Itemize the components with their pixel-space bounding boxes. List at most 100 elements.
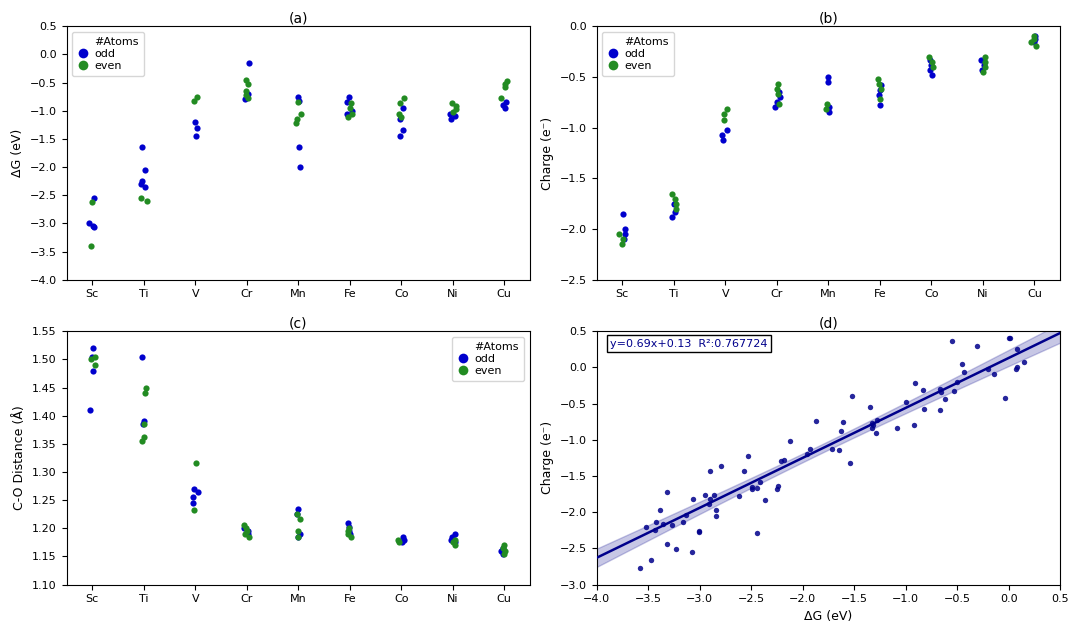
Point (341, 529, 359, 539)
Point (1023, 37, 1040, 48)
Point (342, 98, 360, 108)
Point (1000, 333, 1017, 343)
Point (781, 436, 798, 446)
Point (340, 522, 357, 533)
Point (718, 125, 735, 135)
Point (81, 218, 98, 228)
Point (292, 529, 309, 539)
Point (690, 526, 707, 536)
Point (955, 368, 972, 378)
Point (288, 114, 306, 124)
Point (936, 394, 954, 404)
Point (394, 532, 411, 542)
Point (495, 548, 512, 559)
Point (973, 65, 990, 75)
Point (654, 519, 672, 529)
Point (341, 103, 359, 113)
Point (186, 96, 203, 106)
Point (975, 60, 993, 70)
Point (798, 449, 815, 459)
Point (667, 204, 685, 214)
Point (84, 343, 102, 353)
Point (921, 65, 939, 75)
Point (872, 94, 889, 105)
Point (915, 385, 932, 395)
Point (873, 80, 890, 90)
Point (1027, 31, 1044, 41)
Point (863, 418, 880, 428)
Point (768, 84, 785, 94)
Y-axis label: ΔG (eV): ΔG (eV) (11, 129, 24, 177)
Point (843, 391, 861, 401)
Point (85, 193, 103, 203)
Point (289, 532, 307, 542)
Point (138, 196, 156, 206)
Point (833, 426, 850, 436)
Point (863, 423, 880, 433)
Point (496, 540, 513, 550)
Point (288, 508, 306, 519)
Point (663, 212, 680, 222)
Point (772, 456, 789, 466)
Point (136, 182, 153, 192)
Point (442, 108, 459, 119)
Point (495, 543, 512, 553)
Point (339, 97, 356, 107)
Point (495, 100, 512, 110)
Point (616, 229, 633, 239)
Point (238, 75, 255, 85)
Point (808, 417, 825, 427)
Point (1027, 41, 1044, 51)
Point (702, 494, 719, 504)
Point (184, 498, 201, 508)
Point (187, 131, 204, 141)
Point (715, 110, 732, 120)
Point (137, 388, 154, 398)
Point (739, 451, 756, 461)
Point (1009, 362, 1026, 372)
Point (82, 241, 99, 251)
Point (495, 543, 512, 553)
Title: (c): (c) (289, 316, 308, 330)
Point (664, 520, 681, 530)
Point (86, 351, 104, 361)
Point (916, 403, 933, 413)
Point (82, 405, 99, 415)
Point (395, 103, 413, 113)
Text: y=0.69x+0.13  R²:0.767724: y=0.69x+0.13 R²:0.767724 (610, 339, 768, 349)
Point (239, 79, 256, 89)
Point (391, 108, 408, 119)
Point (975, 67, 993, 77)
Point (666, 207, 684, 217)
Point (664, 188, 681, 198)
Point (1027, 34, 1044, 44)
Point (667, 198, 685, 209)
Point (985, 369, 1002, 379)
Point (442, 114, 459, 124)
Point (920, 51, 937, 61)
Point (968, 341, 985, 351)
Point (446, 537, 463, 547)
Title: (b): (b) (819, 11, 838, 25)
Point (743, 482, 760, 492)
Point (616, 224, 633, 234)
Point (1001, 332, 1018, 342)
Point (770, 100, 787, 110)
Point (632, 563, 649, 573)
Y-axis label: Charge (e⁻): Charge (e⁻) (541, 117, 554, 190)
Point (188, 91, 205, 101)
Point (870, 79, 888, 89)
Point (392, 114, 409, 124)
Point (135, 419, 152, 429)
Point (135, 418, 152, 429)
Point (446, 540, 463, 550)
Point (615, 209, 632, 219)
Point (701, 466, 718, 476)
Point (288, 509, 306, 519)
Point (613, 239, 631, 249)
Point (923, 56, 941, 67)
Point (1007, 364, 1024, 374)
Y-axis label: C-O Distance (Å): C-O Distance (Å) (13, 406, 27, 510)
Point (1026, 31, 1043, 41)
Point (769, 484, 786, 494)
